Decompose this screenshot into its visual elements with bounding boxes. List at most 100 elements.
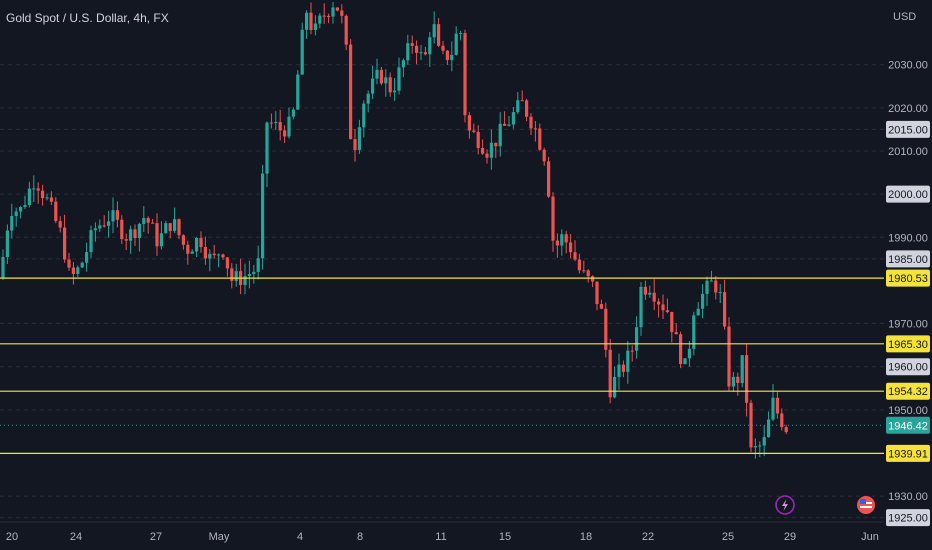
candle[interactable] xyxy=(428,32,432,68)
candle[interactable] xyxy=(784,424,788,435)
candle[interactable] xyxy=(643,280,647,300)
candle[interactable] xyxy=(529,113,533,136)
candle[interactable] xyxy=(45,193,49,201)
candle[interactable] xyxy=(771,384,775,422)
candle[interactable] xyxy=(674,323,678,335)
price-axis[interactable]: 2030.00 2020.00 2010.00 1990.00 1970.00 1950.… xyxy=(886,60,930,527)
candle[interactable] xyxy=(27,181,31,208)
candle[interactable] xyxy=(261,164,265,270)
candle[interactable] xyxy=(133,224,137,247)
candle[interactable] xyxy=(195,236,199,258)
candle[interactable] xyxy=(723,279,727,330)
candle[interactable] xyxy=(247,260,251,289)
candle[interactable] xyxy=(441,41,445,55)
candle[interactable] xyxy=(626,341,630,384)
candle[interactable] xyxy=(485,149,489,164)
candle[interactable] xyxy=(476,125,480,155)
candle[interactable] xyxy=(243,263,247,295)
candle[interactable] xyxy=(23,195,27,210)
candle[interactable] xyxy=(538,123,542,151)
candle[interactable] xyxy=(767,411,771,438)
candle[interactable] xyxy=(58,216,62,233)
candle[interactable] xyxy=(714,276,718,300)
candle[interactable] xyxy=(507,115,511,127)
candle[interactable] xyxy=(665,298,669,314)
candle[interactable] xyxy=(635,316,639,359)
candle[interactable] xyxy=(274,111,278,130)
candle[interactable] xyxy=(159,221,163,250)
candle[interactable] xyxy=(393,77,397,101)
candle[interactable] xyxy=(278,109,282,141)
candle[interactable] xyxy=(652,279,656,311)
candle[interactable] xyxy=(168,222,172,239)
candle[interactable] xyxy=(379,66,383,86)
candle[interactable] xyxy=(670,311,674,343)
candle[interactable] xyxy=(604,302,608,358)
candle[interactable] xyxy=(406,34,410,65)
candle[interactable] xyxy=(177,218,181,240)
candle[interactable] xyxy=(591,275,595,288)
candle[interactable] xyxy=(459,30,463,41)
candle[interactable] xyxy=(657,298,661,318)
candle[interactable] xyxy=(129,225,133,254)
candle[interactable] xyxy=(305,10,309,39)
candle[interactable] xyxy=(727,317,731,391)
candle[interactable] xyxy=(151,219,155,224)
candle[interactable] xyxy=(186,240,190,265)
candle[interactable] xyxy=(265,121,269,188)
candle[interactable] xyxy=(639,282,643,336)
candle[interactable] xyxy=(190,249,194,254)
candle[interactable] xyxy=(146,216,150,234)
candle[interactable] xyxy=(450,41,454,72)
candle[interactable] xyxy=(489,129,493,170)
candle[interactable] xyxy=(709,270,713,282)
candle[interactable] xyxy=(32,175,36,202)
candle[interactable] xyxy=(472,123,476,134)
candle[interactable] xyxy=(569,233,573,259)
candle[interactable] xyxy=(692,311,696,356)
candle[interactable] xyxy=(256,245,260,280)
candle[interactable] xyxy=(217,253,221,268)
candle[interactable] xyxy=(63,214,67,263)
candle[interactable] xyxy=(410,35,414,54)
candle[interactable] xyxy=(49,191,53,205)
candlestick-series[interactable] xyxy=(1,1,788,459)
candle[interactable] xyxy=(111,197,115,234)
candle[interactable] xyxy=(1,249,5,280)
candle[interactable] xyxy=(573,240,577,262)
candle[interactable] xyxy=(19,205,23,219)
candle[interactable] xyxy=(173,207,177,233)
candle[interactable] xyxy=(432,11,436,44)
candle[interactable] xyxy=(234,263,238,287)
candle[interactable] xyxy=(67,252,71,271)
time-axis[interactable]: 20 24 27 May 4 8 11 15 18 22 25 29 Jun xyxy=(6,531,879,543)
candle[interactable] xyxy=(525,98,529,122)
candle[interactable] xyxy=(371,65,375,99)
candle[interactable] xyxy=(547,156,551,198)
candle[interactable] xyxy=(142,206,146,233)
candle[interactable] xyxy=(388,72,392,97)
candle[interactable] xyxy=(437,18,441,47)
candle[interactable] xyxy=(36,182,40,204)
candle[interactable] xyxy=(269,113,273,129)
candle[interactable] xyxy=(494,142,498,158)
candle[interactable] xyxy=(454,26,458,56)
candle[interactable] xyxy=(551,192,555,252)
candle[interactable] xyxy=(120,215,124,245)
candle[interactable] xyxy=(137,222,141,252)
candle[interactable] xyxy=(41,184,45,206)
candle[interactable] xyxy=(582,260,586,274)
candle[interactable] xyxy=(445,49,449,65)
candle[interactable] xyxy=(687,341,691,367)
candle[interactable] xyxy=(102,215,106,228)
candle[interactable] xyxy=(335,7,339,12)
us-flag-icon[interactable] xyxy=(857,496,875,514)
candle[interactable] xyxy=(401,58,405,78)
candle[interactable] xyxy=(340,4,344,24)
candle[interactable] xyxy=(648,285,652,298)
candle[interactable] xyxy=(76,265,80,278)
candle[interactable] xyxy=(349,39,353,140)
candle[interactable] xyxy=(608,338,612,404)
candle[interactable] xyxy=(98,219,102,233)
candle[interactable] xyxy=(107,210,111,238)
